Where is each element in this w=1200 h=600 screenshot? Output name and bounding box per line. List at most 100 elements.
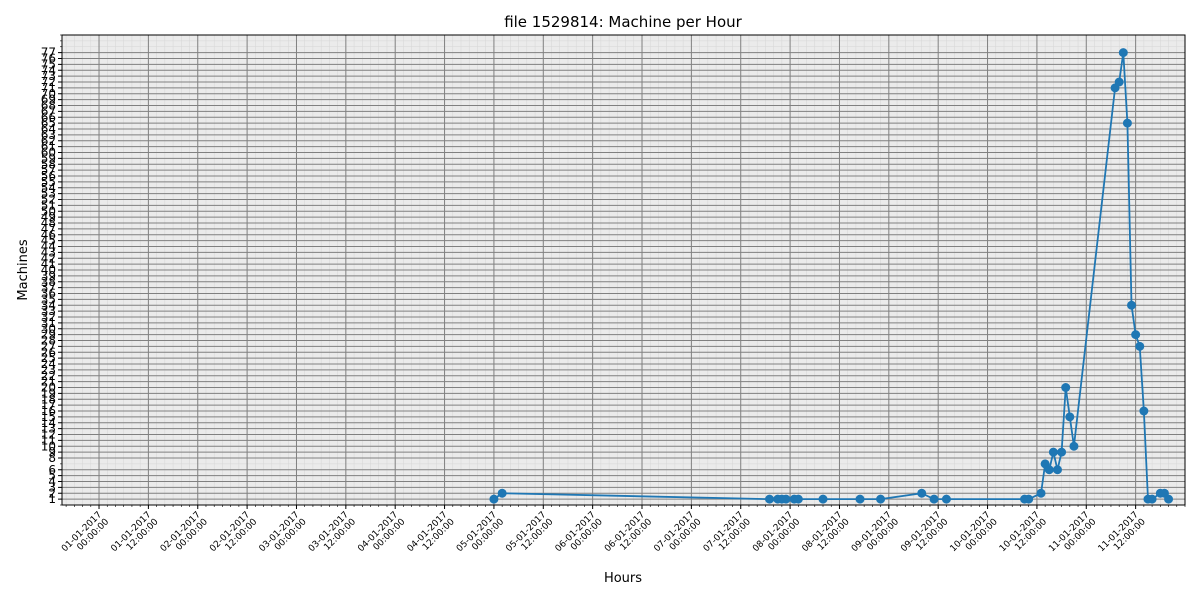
y-tick-label: 72	[41, 75, 56, 89]
y-tick-label: 45	[41, 234, 56, 248]
y-tick-label: 42	[41, 251, 56, 265]
y-tick-label: 54	[41, 181, 56, 195]
y-tick-label: 3	[48, 480, 56, 494]
y-tick-label: 26	[41, 345, 56, 359]
y-tick-label: 39	[41, 269, 56, 283]
y-tick-label: 44	[41, 240, 56, 254]
y-tick-label: 36	[41, 287, 56, 301]
y-tick-label: 65	[41, 116, 56, 130]
data-point	[1118, 48, 1128, 58]
y-tick-label: 48	[41, 216, 56, 230]
y-axis-label: Machines	[16, 239, 31, 300]
y-tick-label: 66	[41, 110, 56, 124]
data-point	[765, 494, 775, 504]
y-tick-label: 17	[41, 398, 56, 412]
data-point	[1024, 494, 1034, 504]
x-axis-label: Hours	[604, 571, 642, 586]
data-point	[489, 494, 499, 504]
y-tick-label: 47	[41, 222, 56, 236]
y-tick-label: 19	[41, 386, 56, 400]
y-tick-label: 70	[41, 87, 56, 101]
y-tick-label: 31	[41, 316, 56, 330]
y-tick-label: 60	[41, 146, 56, 160]
y-tick-label: 28	[41, 334, 56, 348]
y-tick-label: 51	[41, 198, 56, 212]
y-tick-label: 10	[41, 439, 56, 453]
y-tick-label: 53	[41, 187, 56, 201]
y-tick-label: 18	[41, 392, 56, 406]
data-point	[793, 494, 803, 504]
y-tick-label: 67	[41, 104, 56, 118]
y-tick-label: 58	[41, 157, 56, 171]
y-tick-label: 76	[41, 52, 56, 66]
data-point	[855, 494, 865, 504]
y-tick-label: 63	[41, 128, 56, 142]
y-tick-label: 59	[41, 151, 56, 165]
plot-frame	[61, 34, 1186, 506]
y-tick-label: 52	[41, 193, 56, 207]
y-tick-label: 16	[41, 404, 56, 418]
y-tick-label: 25	[41, 351, 56, 365]
y-tick-label: 62	[41, 134, 56, 148]
y-tick-label: 41	[41, 257, 56, 271]
y-tick-label: 24	[41, 357, 56, 371]
y-tick-label: 49	[41, 210, 56, 224]
y-tick-label: 74	[41, 63, 56, 77]
y-tick-label: 56	[41, 169, 56, 183]
y-tick-label: 34	[41, 298, 56, 312]
y-tick-label: 22	[41, 369, 56, 383]
major-grid	[62, 35, 1185, 505]
data-point	[1147, 494, 1157, 504]
y-tick-label: 32	[41, 310, 56, 324]
y-tick-label: 40	[41, 263, 56, 277]
data-point	[1052, 465, 1062, 475]
y-tick-label: 77	[41, 46, 56, 60]
y-tick-label: 14	[41, 416, 56, 430]
y-tick-label: 57	[41, 163, 56, 177]
y-tick-label: 64	[41, 122, 56, 136]
y-axis-ticks: 1234568910111213141516171819202122232425…	[41, 34, 62, 506]
data-point	[1122, 118, 1132, 128]
data-point	[929, 494, 939, 504]
series-layer	[489, 48, 1174, 504]
y-tick-label: 29	[41, 328, 56, 342]
y-tick-label: 69	[41, 93, 56, 107]
y-tick-label: 4	[48, 475, 56, 489]
data-point	[497, 488, 507, 498]
data-point	[1065, 412, 1075, 422]
data-point	[917, 488, 927, 498]
y-tick-label: 73	[41, 69, 56, 83]
y-tick-label: 43	[41, 245, 56, 259]
data-point	[1036, 488, 1046, 498]
y-tick-label: 6	[48, 463, 56, 477]
chart-title: file 1529814: Machine per Hour	[504, 13, 742, 31]
y-tick-label: 55	[41, 175, 56, 189]
data-point	[876, 494, 886, 504]
y-tick-label: 37	[41, 281, 56, 295]
y-tick-label: 50	[41, 204, 56, 218]
data-point	[1069, 441, 1079, 451]
y-tick-label: 11	[41, 433, 56, 447]
data-point	[781, 494, 791, 504]
y-tick-label: 33	[41, 304, 56, 318]
y-tick-label: 2	[48, 486, 56, 500]
data-point	[1044, 465, 1054, 475]
y-tick-label: 12	[41, 428, 56, 442]
data-point	[818, 494, 828, 504]
data-point	[1048, 447, 1058, 457]
data-point	[1127, 300, 1137, 310]
y-tick-label: 27	[41, 339, 56, 353]
y-tick-label: 23	[41, 363, 56, 377]
y-tick-label: 13	[41, 422, 56, 436]
y-tick-label: 15	[41, 410, 56, 424]
data-point	[1061, 383, 1071, 392]
data-point	[1164, 494, 1174, 504]
data-point	[1114, 77, 1124, 87]
data-point	[1135, 341, 1145, 351]
y-tick-label: 68	[41, 99, 56, 113]
y-tick-label: 71	[41, 81, 56, 95]
y-tick-label: 5	[48, 469, 56, 483]
y-tick-label: 35	[41, 292, 56, 306]
y-tick-label: 1	[48, 492, 56, 506]
